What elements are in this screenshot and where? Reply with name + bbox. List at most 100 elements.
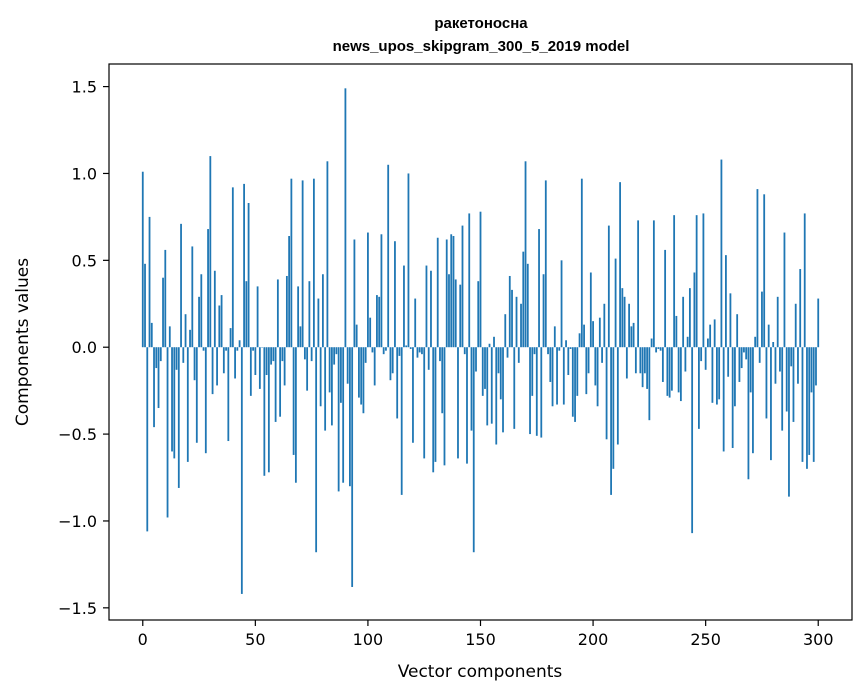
- bar-2: [146, 347, 149, 532]
- bar-106: [380, 234, 383, 348]
- bar-118: [407, 173, 410, 348]
- bar-208: [610, 347, 612, 495]
- bar-139: [454, 279, 457, 348]
- bar-258: [722, 347, 725, 452]
- bar-91: [346, 347, 349, 384]
- bar-79: [319, 347, 322, 407]
- bar-127: [427, 347, 430, 370]
- x-ticks-group: 0 50 100 150 200 250 300: [138, 620, 834, 649]
- bar-182: [551, 347, 554, 407]
- y-tick-label-4: 0.5: [72, 251, 97, 270]
- bar-209: [612, 347, 615, 469]
- bar-166: [515, 296, 518, 348]
- bar-69: [297, 286, 300, 348]
- bar-151: [481, 347, 484, 396]
- bar-161: [504, 314, 507, 348]
- bar-223: [643, 347, 646, 374]
- bar-99: [364, 347, 367, 363]
- bar-257: [720, 159, 723, 348]
- bar-234: [668, 347, 671, 398]
- bar-10: [164, 249, 167, 348]
- chart-title: ракетоносна: [434, 15, 528, 32]
- bar-13: [171, 347, 173, 452]
- bar-278: [767, 324, 770, 348]
- bar-111: [391, 347, 394, 374]
- bar-110: [389, 347, 392, 381]
- bar-65: [288, 236, 291, 348]
- bar-251: [707, 338, 709, 348]
- bar-296: [808, 347, 811, 455]
- bar-213: [621, 288, 624, 348]
- bar-149: [477, 281, 480, 348]
- bar-28: [204, 347, 207, 454]
- bar-14: [173, 347, 176, 459]
- bar-83: [328, 347, 331, 393]
- bar-130: [434, 347, 437, 462]
- bar-199: [589, 272, 592, 348]
- bar-265: [738, 347, 741, 382]
- bar-60: [276, 279, 279, 348]
- bar-167: [517, 347, 520, 363]
- bar-98: [362, 347, 365, 414]
- bar-113: [396, 347, 399, 419]
- bar-193: [576, 347, 579, 396]
- bar-116: [403, 265, 405, 348]
- bar-222: [641, 347, 644, 388]
- bar-216: [628, 303, 630, 348]
- bar-40: [231, 187, 234, 348]
- bar-269: [747, 347, 750, 480]
- bar-93: [351, 347, 354, 587]
- bar-16: [177, 347, 180, 488]
- bar-288: [790, 347, 793, 367]
- bar-239: [679, 347, 682, 402]
- bar-22: [191, 246, 194, 348]
- bar-236: [673, 215, 676, 348]
- bar-215: [625, 347, 628, 379]
- bar-264: [736, 314, 739, 348]
- bar-281: [774, 347, 777, 384]
- bar-178: [542, 274, 545, 348]
- bar-5: [153, 347, 155, 428]
- bar-279: [770, 347, 772, 461]
- bar-217: [630, 326, 633, 348]
- bar-0: [141, 171, 144, 348]
- bar-229: [657, 347, 660, 349]
- bar-212: [619, 182, 621, 348]
- bar-108: [385, 347, 387, 351]
- bar-186: [560, 260, 563, 348]
- bar-114: [398, 347, 401, 356]
- bar-157: [495, 347, 498, 445]
- bar-245: [693, 272, 696, 348]
- bar-36: [222, 347, 225, 374]
- bar-248: [700, 347, 703, 362]
- y-tick-label-0: −1.5: [58, 599, 97, 618]
- bar-242: [686, 336, 689, 348]
- bar-64: [285, 275, 288, 348]
- bar-33: [216, 347, 218, 386]
- bar-158: [497, 347, 500, 374]
- bar-12: [168, 326, 171, 348]
- bar-207: [607, 225, 610, 348]
- bar-191: [571, 347, 574, 417]
- bar-280: [772, 342, 775, 348]
- bar-300: [817, 298, 820, 348]
- x-tick-label-150: 150: [465, 630, 496, 649]
- bar-136: [448, 274, 450, 348]
- bar-119: [409, 347, 412, 349]
- bar-132: [439, 347, 441, 362]
- bar-153: [486, 347, 489, 426]
- bar-185: [558, 347, 561, 351]
- bar-125: [423, 347, 426, 459]
- bar-198: [587, 347, 590, 374]
- y-tick-label-3: 0.0: [72, 338, 97, 357]
- y-ticks-group: −1.5 −1.0 −0.5 0.0 0.5 1.0 1.5: [58, 78, 109, 618]
- bar-102: [371, 347, 374, 353]
- bar-129: [432, 347, 435, 473]
- bar-67: [292, 347, 295, 455]
- bar-214: [623, 296, 626, 348]
- bar-55: [265, 347, 268, 376]
- bar-70: [299, 326, 302, 348]
- bar-165: [513, 347, 516, 429]
- bar-63: [283, 347, 286, 386]
